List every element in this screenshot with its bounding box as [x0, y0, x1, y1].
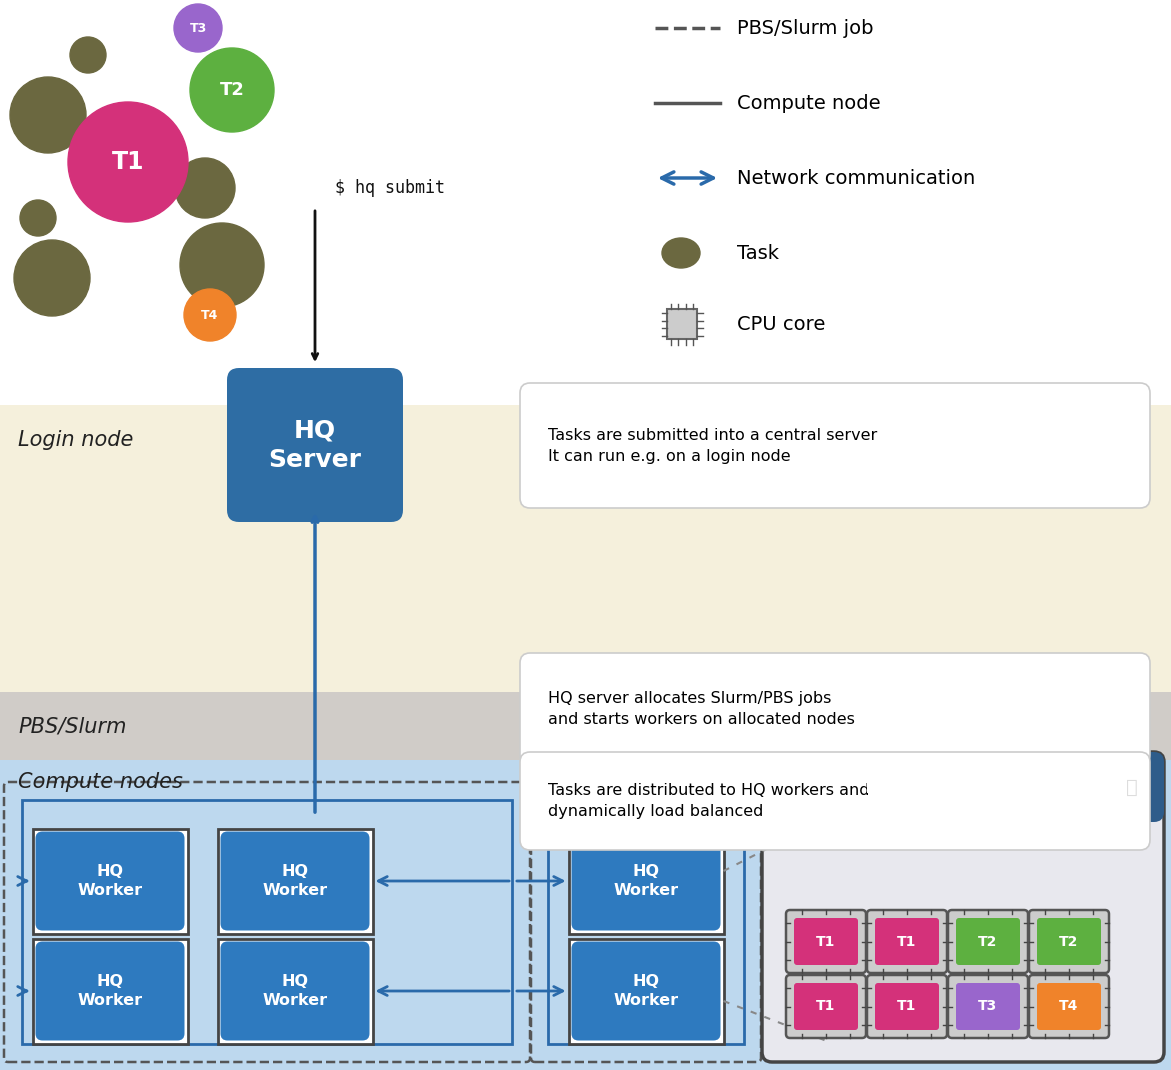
FancyBboxPatch shape — [33, 828, 187, 933]
Text: HQ
Worker: HQ Worker — [262, 865, 328, 898]
FancyBboxPatch shape — [227, 368, 403, 522]
Text: T2: T2 — [219, 81, 245, 100]
Text: T2: T2 — [1060, 934, 1078, 948]
FancyBboxPatch shape — [520, 752, 1150, 850]
Text: Compute node: Compute node — [737, 93, 881, 112]
Circle shape — [11, 77, 85, 153]
Circle shape — [68, 102, 189, 221]
Text: HQ
Worker: HQ Worker — [77, 974, 143, 1008]
FancyBboxPatch shape — [875, 983, 939, 1030]
FancyBboxPatch shape — [794, 918, 858, 965]
Text: T3: T3 — [190, 21, 206, 34]
FancyBboxPatch shape — [762, 752, 1164, 822]
FancyBboxPatch shape — [571, 942, 720, 1040]
Text: T1: T1 — [111, 150, 144, 174]
Circle shape — [174, 4, 222, 52]
FancyBboxPatch shape — [949, 910, 1028, 973]
FancyBboxPatch shape — [35, 831, 185, 931]
Text: T2: T2 — [978, 934, 998, 948]
Text: T1: T1 — [897, 999, 917, 1013]
FancyBboxPatch shape — [568, 828, 724, 933]
Circle shape — [20, 200, 56, 236]
FancyBboxPatch shape — [35, 942, 185, 1040]
Circle shape — [180, 223, 263, 307]
Text: Tasks are submitted into a central server
It can run e.g. on a login node: Tasks are submitted into a central serve… — [548, 428, 877, 463]
FancyBboxPatch shape — [33, 938, 187, 1043]
Text: HQ
Worker: HQ Worker — [77, 865, 143, 898]
FancyBboxPatch shape — [875, 918, 939, 965]
FancyBboxPatch shape — [794, 983, 858, 1030]
FancyBboxPatch shape — [667, 309, 697, 339]
Text: HQ Worker: HQ Worker — [864, 777, 1000, 797]
FancyBboxPatch shape — [786, 910, 867, 973]
Bar — [0, 692, 1171, 760]
Text: HQ server allocates Slurm/PBS jobs
and starts workers on allocated nodes: HQ server allocates Slurm/PBS jobs and s… — [548, 691, 855, 727]
Text: T1: T1 — [816, 999, 836, 1013]
Text: HQ
Worker: HQ Worker — [614, 974, 678, 1008]
Circle shape — [14, 240, 90, 316]
Text: PBS/Slurm: PBS/Slurm — [18, 716, 126, 736]
Bar — [0, 406, 1171, 692]
Text: HQ
Worker: HQ Worker — [614, 865, 678, 898]
Text: HQ
Server: HQ Server — [268, 418, 362, 472]
Text: T4: T4 — [1060, 999, 1078, 1013]
FancyBboxPatch shape — [218, 828, 372, 933]
FancyBboxPatch shape — [218, 938, 372, 1043]
Text: HQ
Worker: HQ Worker — [262, 974, 328, 1008]
Text: Network communication: Network communication — [737, 168, 975, 187]
FancyBboxPatch shape — [1038, 983, 1101, 1030]
FancyBboxPatch shape — [571, 831, 720, 931]
Circle shape — [184, 289, 237, 341]
Bar — [0, 760, 1171, 1070]
Text: T1: T1 — [816, 934, 836, 948]
FancyBboxPatch shape — [867, 910, 947, 973]
Text: T1: T1 — [897, 934, 917, 948]
FancyBboxPatch shape — [949, 975, 1028, 1038]
Bar — [772, 792, 1153, 812]
Text: T4: T4 — [201, 308, 219, 321]
Text: 🔍: 🔍 — [1127, 778, 1138, 796]
FancyBboxPatch shape — [786, 975, 867, 1038]
Circle shape — [190, 48, 274, 132]
FancyBboxPatch shape — [867, 975, 947, 1038]
FancyBboxPatch shape — [220, 831, 370, 931]
Circle shape — [70, 37, 107, 73]
Text: PBS/Slurm job: PBS/Slurm job — [737, 18, 874, 37]
Text: CPU core: CPU core — [737, 315, 826, 334]
Text: Compute nodes: Compute nodes — [18, 771, 183, 792]
Text: T3: T3 — [979, 999, 998, 1013]
Text: Login node: Login node — [18, 430, 133, 450]
FancyBboxPatch shape — [1038, 918, 1101, 965]
Circle shape — [174, 158, 235, 218]
Text: Tasks are distributed to HQ workers and
dynamically load balanced: Tasks are distributed to HQ workers and … — [548, 783, 870, 819]
FancyBboxPatch shape — [956, 983, 1020, 1030]
FancyBboxPatch shape — [956, 918, 1020, 965]
Text: Task: Task — [737, 244, 779, 262]
FancyBboxPatch shape — [762, 752, 1164, 1063]
FancyBboxPatch shape — [220, 942, 370, 1040]
FancyBboxPatch shape — [1029, 975, 1109, 1038]
FancyBboxPatch shape — [520, 383, 1150, 508]
Text: $ hq submit: $ hq submit — [335, 179, 445, 197]
Ellipse shape — [662, 238, 700, 268]
FancyBboxPatch shape — [520, 653, 1150, 765]
FancyBboxPatch shape — [568, 938, 724, 1043]
FancyBboxPatch shape — [1029, 910, 1109, 973]
